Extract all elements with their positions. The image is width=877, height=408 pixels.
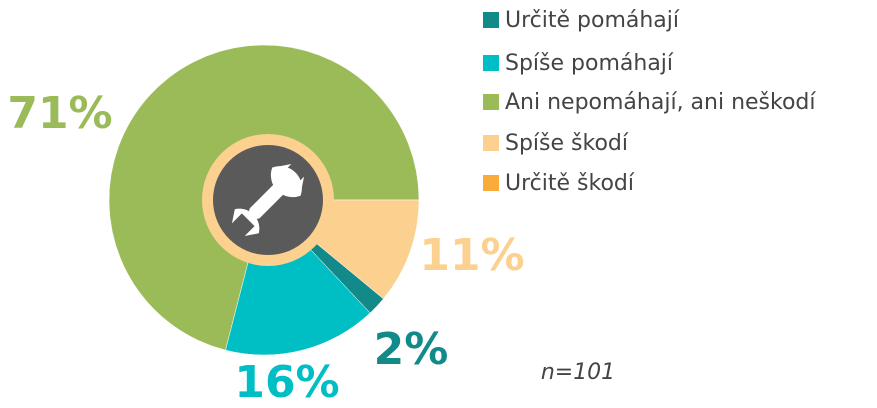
data-label: 16% (234, 357, 339, 408)
legend-swatch (483, 94, 499, 110)
wrench-handle (249, 183, 285, 219)
wrench-head (270, 163, 305, 198)
legend-swatch (483, 55, 499, 71)
legend-label: Spíše škodí (505, 131, 629, 156)
data-label: 2% (374, 324, 449, 375)
legend-label: Spíše pomáhají (505, 51, 674, 76)
legend-label: Určitě škodí (505, 171, 635, 196)
legend-label: Ani nepomáhají, ani neškodí (505, 90, 816, 115)
annotation: n=101 (541, 360, 615, 385)
data-label: 11% (419, 230, 524, 281)
data-label: 71% (7, 88, 112, 139)
wrench-head-bottom (231, 208, 260, 237)
legend-swatch (483, 12, 499, 28)
legend-label: Určitě pomáhají (505, 8, 680, 33)
legend-swatch (483, 175, 499, 191)
wrench-icon (231, 163, 305, 237)
legend-swatch (483, 135, 499, 151)
